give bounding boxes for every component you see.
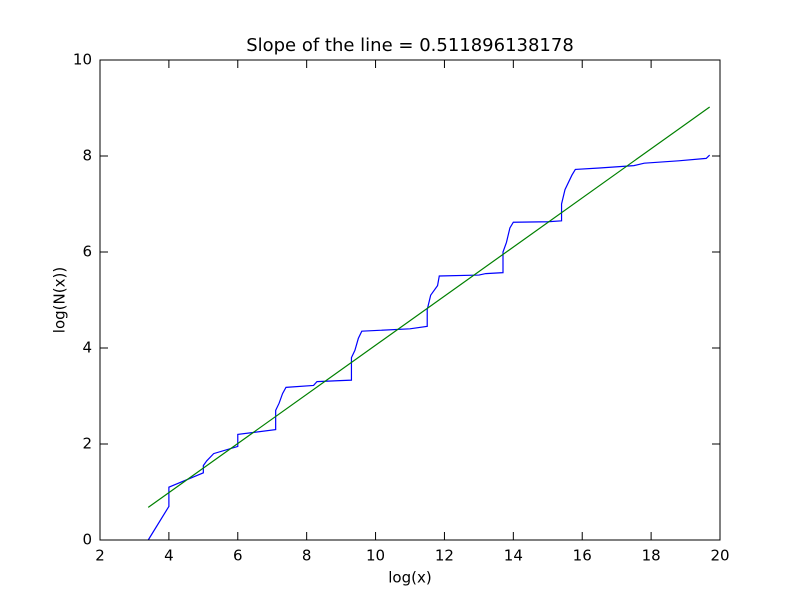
y-tick-label: 6 (82, 243, 92, 261)
x-tick-label: 2 (95, 547, 105, 565)
chart-title: Slope of the line = 0.511896138178 (246, 35, 574, 56)
x-tick-label: 14 (504, 547, 523, 565)
x-tick-label: 4 (164, 547, 174, 565)
x-tick-label: 16 (573, 547, 592, 565)
x-tick-label: 20 (710, 547, 729, 565)
x-axis-label: log(x) (388, 569, 431, 587)
data-line (147, 154, 711, 541)
y-tick-label: 2 (82, 435, 92, 453)
y-tick-label: 8 (82, 147, 92, 165)
plot-frame (99, 59, 721, 541)
x-tick-label: 6 (233, 547, 243, 565)
y-axis-label: log(N(x)) (51, 267, 69, 333)
data-line (147, 106, 711, 508)
x-tick-label: 10 (366, 547, 385, 565)
x-tick-label: 8 (302, 547, 312, 565)
y-tick-label: 10 (73, 51, 92, 69)
y-tick-label: 4 (82, 339, 92, 357)
y-tick-label: 0 (82, 531, 92, 549)
x-tick-label: 12 (435, 547, 454, 565)
x-tick-label: 18 (642, 547, 661, 565)
